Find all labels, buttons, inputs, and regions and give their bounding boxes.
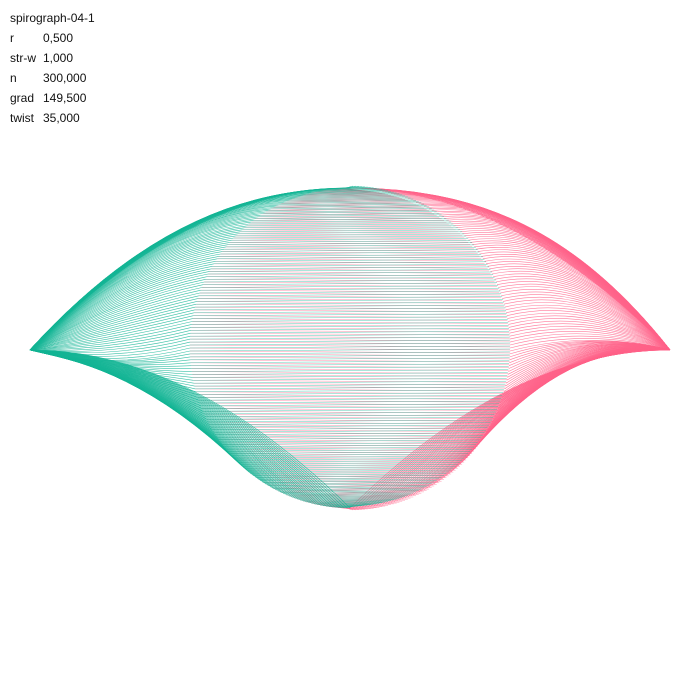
param-value: 0,500	[43, 31, 74, 45]
parameter-panel: spirograph-04-1 r 0,500 str-w 1,000 n 30…	[10, 8, 95, 128]
param-row-str-w: str-w 1,000	[10, 48, 95, 68]
param-value: 300,000	[43, 71, 87, 85]
param-row-r: r 0,500	[10, 28, 95, 48]
param-label: r	[10, 31, 14, 45]
param-value: 149,500	[43, 91, 87, 105]
sketch-title: spirograph-04-1	[10, 11, 95, 25]
param-row-n: n 300,000	[10, 68, 95, 88]
param-value: 1,000	[43, 51, 74, 65]
param-label: twist	[10, 111, 34, 125]
param-value: 35,000	[43, 111, 80, 125]
param-label: n	[10, 71, 17, 85]
teal-line-group	[29, 185, 511, 509]
param-label: grad	[10, 91, 35, 105]
param-label: str-w	[10, 51, 36, 65]
pink-line-group	[189, 187, 671, 511]
param-row-grad: grad 149,500	[10, 88, 95, 108]
param-row-twist: twist 35,000	[10, 108, 95, 128]
